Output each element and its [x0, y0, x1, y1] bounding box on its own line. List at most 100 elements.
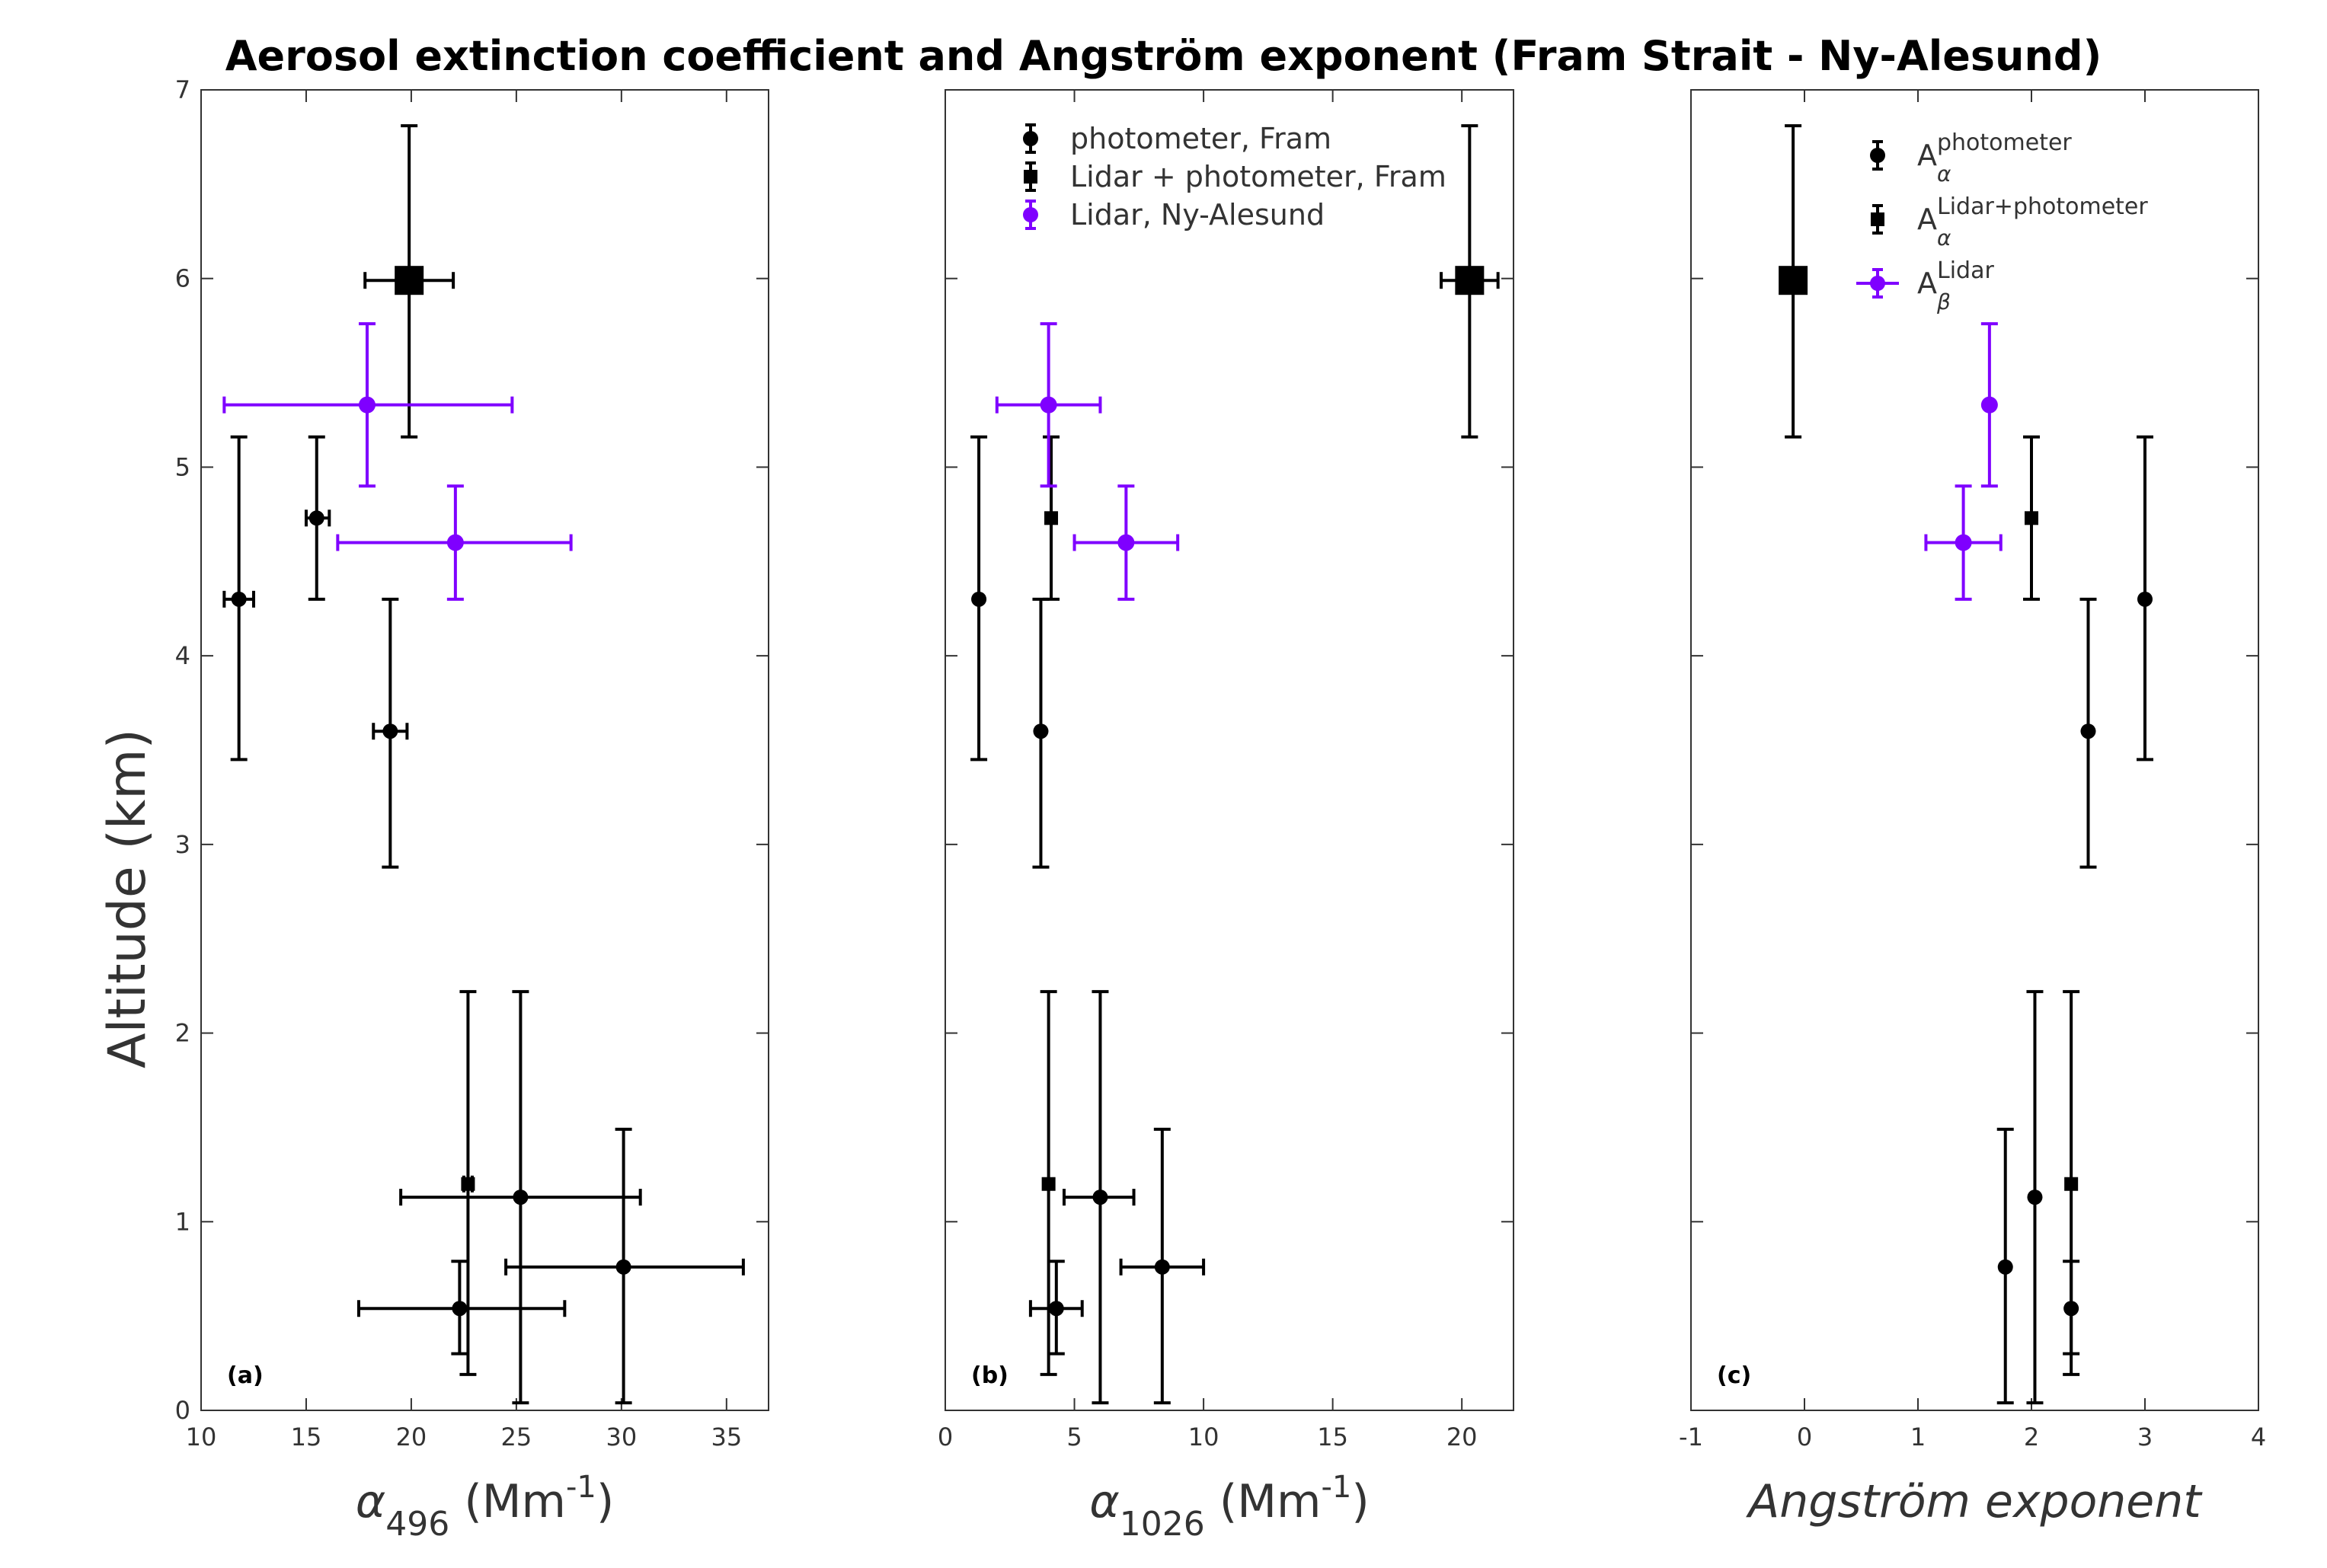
x-tick-label: 15	[291, 1423, 322, 1451]
panel-a-frame	[200, 89, 769, 1411]
x-axis-label-close: )	[596, 1475, 614, 1528]
x-axis-label-symbol: α	[356, 1475, 386, 1528]
series-lidar-photometer-fram	[1040, 124, 1500, 1376]
y-tick-label: 0	[175, 1396, 190, 1425]
legend-label: ALidar+photometer	[1917, 193, 2148, 236]
data-point	[1119, 1127, 1206, 1405]
legend-label: ALidar	[1917, 257, 1994, 300]
data-point	[2063, 990, 2080, 1376]
y-tick-label: 5	[175, 452, 190, 481]
data-point	[2137, 435, 2153, 762]
circle-marker	[1033, 723, 1049, 739]
y-axis-label: Altitude (km)	[97, 729, 158, 1068]
x-tick-label: 4	[2251, 1423, 2266, 1451]
data-point	[1779, 124, 1808, 439]
x-axis-label-unit: (Mm	[449, 1475, 566, 1528]
circle-marker	[513, 1190, 529, 1206]
x-tick-label: 0	[938, 1423, 953, 1451]
square-marker	[1455, 266, 1485, 295]
data-point	[1980, 322, 1998, 488]
square-marker	[1779, 266, 1808, 295]
circle-marker	[452, 1301, 468, 1317]
legend-square-marker	[1871, 212, 1884, 226]
data-point	[372, 597, 409, 869]
circle-marker	[615, 1259, 631, 1275]
panel-label-a: (a)	[227, 1362, 264, 1389]
x-tick-label: 15	[1317, 1423, 1348, 1451]
legend-label-base: A	[1917, 267, 1937, 300]
y-tick-label: 7	[175, 75, 190, 104]
series-lidar-ny-alesund	[995, 322, 1180, 601]
x-axis-label-c: Angström exponent	[1745, 1475, 2203, 1528]
legend-circle-marker	[1870, 276, 1885, 291]
legend-b: photometer, Fram Lidar + photometer, Fram…	[1023, 122, 1446, 232]
legend-square-marker	[1024, 170, 1037, 184]
legend-label: Aphotometer	[1917, 129, 2072, 172]
x-tick-label: 25	[501, 1423, 532, 1451]
circle-marker	[308, 510, 324, 526]
circle-marker	[1997, 1259, 2013, 1275]
x-axis-label-superscript: -1	[1321, 1470, 1351, 1505]
legend-label: photometer, Fram	[1070, 122, 1331, 155]
legend-label-subscript: α	[1937, 225, 1951, 251]
x-tick-label: 10	[186, 1423, 217, 1451]
series-photometer-fram	[222, 435, 745, 1405]
x-axis-label-close: )	[1351, 1475, 1369, 1528]
legend-circle-marker	[1023, 131, 1038, 146]
legend-label-superscript: photometer	[1937, 129, 2072, 156]
circle-marker	[1955, 534, 1972, 551]
circle-marker	[382, 723, 398, 739]
data-point	[1028, 1260, 1084, 1356]
x-axis-label-symbol: α	[1089, 1475, 1120, 1528]
series-a-alpha-photometer	[1996, 435, 2153, 1405]
square-marker	[1044, 511, 1059, 525]
series-lidar-ny-alesund	[222, 322, 573, 601]
panel-b: 0 5 10 15 20 α1026 (Mm-1) (b) photometer, Fram L…	[938, 89, 1514, 1544]
square-marker	[395, 266, 424, 295]
x-tick-label: 1	[1910, 1423, 1926, 1451]
data-point	[1062, 990, 1136, 1405]
x-tick-label: 2	[2024, 1423, 2039, 1451]
circle-marker	[2137, 591, 2153, 607]
x-axis-label-subscript: 1026	[1120, 1505, 1205, 1544]
x-axis-label-symbol: Angström exponent	[1745, 1475, 2203, 1528]
data-point	[970, 435, 988, 762]
series-a-beta-lidar	[1924, 322, 2003, 601]
data-point	[1996, 1127, 2014, 1405]
x-axis-label-b: α1026 (Mm-1)	[1089, 1470, 1370, 1544]
data-point	[1440, 124, 1500, 439]
data-point	[222, 435, 255, 762]
data-point	[2026, 990, 2044, 1405]
legend-circle-marker	[1023, 207, 1038, 222]
data-point	[1043, 435, 1060, 601]
x-tick-label: 10	[1188, 1423, 1219, 1451]
circle-marker	[1117, 534, 1135, 551]
panel-label-b: (b)	[971, 1362, 1008, 1389]
x-tick-label: 20	[396, 1423, 427, 1451]
y-tick-label: 4	[175, 641, 190, 670]
legend-label-superscript: Lidar+photometer	[1937, 193, 2148, 220]
data-point	[1040, 990, 1057, 1376]
y-tick-label: 1	[175, 1207, 190, 1236]
data-point	[1072, 484, 1180, 601]
circle-marker	[1048, 1301, 1064, 1317]
x-tick-label: 20	[1446, 1423, 1478, 1451]
x-axis-label-superscript: -1	[566, 1470, 596, 1505]
legend-label-base: A	[1917, 139, 1937, 172]
legend-label-base: A	[1917, 203, 1937, 236]
x-tick-label: 3	[2137, 1423, 2153, 1451]
circle-marker	[1154, 1259, 1170, 1275]
square-marker	[461, 1177, 475, 1191]
square-marker	[1041, 1177, 1056, 1191]
x-tick-label: 0	[1797, 1423, 1812, 1451]
square-marker	[2064, 1177, 2079, 1191]
x-axis-label-subscript: 496	[385, 1505, 449, 1544]
data-point	[504, 1127, 745, 1405]
data-point	[356, 1260, 567, 1356]
circle-marker	[1980, 396, 1998, 414]
panel-b-frame	[945, 89, 1514, 1411]
